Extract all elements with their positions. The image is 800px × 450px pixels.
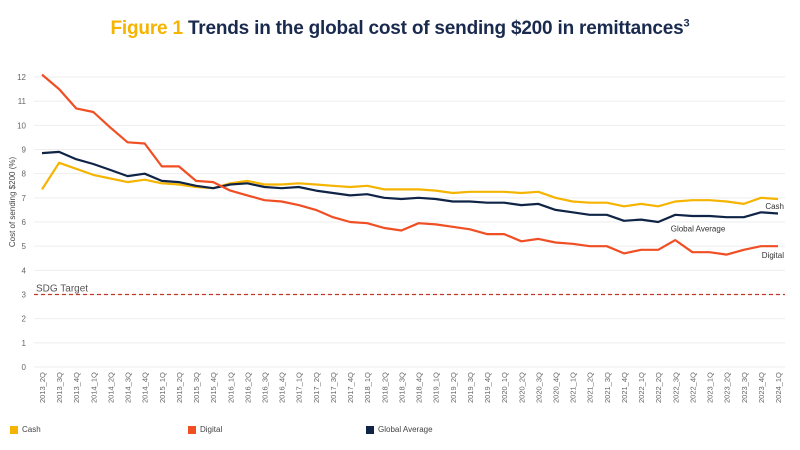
x-tick-label: 2020_2Q bbox=[517, 372, 526, 403]
x-tick-label: 2014_1Q bbox=[89, 372, 98, 403]
x-tick-label: 2023_2Q bbox=[723, 372, 732, 403]
legend-swatch bbox=[188, 425, 196, 434]
series-line-cash bbox=[41, 161, 779, 208]
x-tick-label: 2014_2Q bbox=[106, 372, 115, 403]
y-tick-label: 5 bbox=[22, 242, 27, 251]
y-tick-label: 6 bbox=[22, 218, 27, 227]
x-tick-label: 2013_3Q bbox=[55, 372, 64, 403]
x-tick-label: 2015_3Q bbox=[192, 372, 201, 403]
y-tick-label: 12 bbox=[17, 73, 26, 82]
x-tick-label: 2016_2Q bbox=[243, 372, 252, 403]
chart-title: Figure 1 Trends in the global cost of se… bbox=[0, 18, 800, 40]
y-axis-title: Cost of sending $200 (%) bbox=[8, 157, 17, 248]
sdg-target-annotation: SDG Target bbox=[34, 284, 785, 296]
x-tick-label: 2015_1Q bbox=[158, 372, 167, 403]
x-tick-label: 2017_1Q bbox=[295, 372, 304, 403]
y-tick-label: 9 bbox=[22, 146, 27, 155]
legend-item-digital: Digital bbox=[188, 425, 222, 434]
x-tick-label: 2023_3Q bbox=[740, 372, 749, 403]
x-tick-label: 2019_3Q bbox=[466, 372, 475, 403]
x-tick-label: 2020_4Q bbox=[551, 372, 560, 403]
y-tick-label: 2 bbox=[22, 315, 27, 324]
x-tick-label: 2018_1Q bbox=[363, 372, 372, 403]
legend-swatch bbox=[10, 425, 18, 434]
legend-item-cash: Cash bbox=[10, 425, 41, 434]
series-line-digital bbox=[41, 73, 778, 256]
y-tick-label: 11 bbox=[18, 97, 27, 106]
series-line-global-average bbox=[41, 150, 779, 224]
x-axis: 2013_2Q 2013_3Q 2013_4Q 2014_1Q 2014_2Q 2014_… bbox=[38, 372, 783, 403]
x-tick-label: 2021_1Q bbox=[569, 372, 578, 403]
x-tick-label: 2024_1Q bbox=[774, 372, 783, 403]
y-tick-label: 0 bbox=[22, 363, 27, 372]
x-tick-label: 2019_4Q bbox=[483, 372, 492, 403]
x-tick-label: 2018_3Q bbox=[397, 372, 406, 403]
series-lines bbox=[41, 73, 779, 256]
x-tick-label: 2016_1Q bbox=[226, 372, 235, 403]
legend-swatch bbox=[366, 425, 374, 434]
x-tick-label: 2013_4Q bbox=[72, 372, 81, 403]
x-tick-label: 2014_4Q bbox=[141, 372, 150, 403]
y-tick-label: 8 bbox=[22, 170, 27, 179]
figure-label: Figure 1 bbox=[110, 18, 184, 39]
x-tick-label: 2014_3Q bbox=[124, 372, 133, 403]
x-tick-label: 2017_2Q bbox=[312, 372, 321, 403]
sdg-target-label: SDG Target bbox=[36, 284, 88, 295]
title-text: Trends in the global cost of sending $20… bbox=[187, 18, 684, 39]
x-tick-label: 2018_2Q bbox=[380, 372, 389, 403]
series-end-label: Global Average bbox=[671, 225, 726, 234]
x-tick-label: 2016_3Q bbox=[261, 372, 270, 403]
x-tick-label: 2019_2Q bbox=[449, 372, 458, 403]
x-tick-label: 2013_2Q bbox=[38, 372, 47, 403]
y-tick-label: 4 bbox=[22, 266, 27, 275]
x-tick-label: 2022_1Q bbox=[637, 372, 646, 403]
x-tick-label: 2017_4Q bbox=[346, 372, 355, 403]
y-tick-label: 7 bbox=[22, 194, 27, 203]
series-end-labels: Cash Digital Global Average bbox=[671, 202, 785, 260]
x-tick-label: 2021_2Q bbox=[586, 372, 595, 403]
x-tick-label: 2022_4Q bbox=[688, 372, 697, 403]
y-tick-label: 10 bbox=[17, 121, 26, 130]
series-end-label: Digital bbox=[762, 251, 784, 260]
series-end-label: Cash bbox=[765, 202, 784, 211]
x-tick-label: 2015_2Q bbox=[175, 372, 184, 403]
x-tick-label: 2021_3Q bbox=[603, 372, 612, 403]
x-tick-label: 2015_4Q bbox=[209, 372, 218, 403]
x-tick-label: 2021_4Q bbox=[620, 372, 629, 403]
legend-label: Cash bbox=[22, 425, 41, 434]
legend-label: Digital bbox=[200, 425, 223, 434]
legend-item-global-average: Global Average bbox=[366, 425, 433, 434]
x-tick-label: 2022_3Q bbox=[671, 372, 680, 403]
y-tick-label: 3 bbox=[22, 291, 27, 300]
x-tick-label: 2019_1Q bbox=[432, 372, 441, 403]
x-tick-label: 2023_1Q bbox=[706, 372, 715, 403]
y-tick-label: 1 bbox=[22, 339, 27, 348]
title-footnote: 3 bbox=[683, 17, 690, 30]
x-tick-label: 2020_1Q bbox=[500, 372, 509, 403]
x-tick-label: 2023_4Q bbox=[757, 372, 766, 403]
gridlines bbox=[34, 76, 785, 368]
x-tick-label: 2018_4Q bbox=[415, 372, 424, 403]
x-tick-label: 2020_3Q bbox=[534, 372, 543, 403]
x-tick-label: 2017_3Q bbox=[329, 372, 338, 403]
x-tick-label: 2016_4Q bbox=[278, 372, 287, 403]
legend-label: Global Average bbox=[378, 425, 433, 434]
x-tick-label: 2022_2Q bbox=[654, 372, 663, 403]
